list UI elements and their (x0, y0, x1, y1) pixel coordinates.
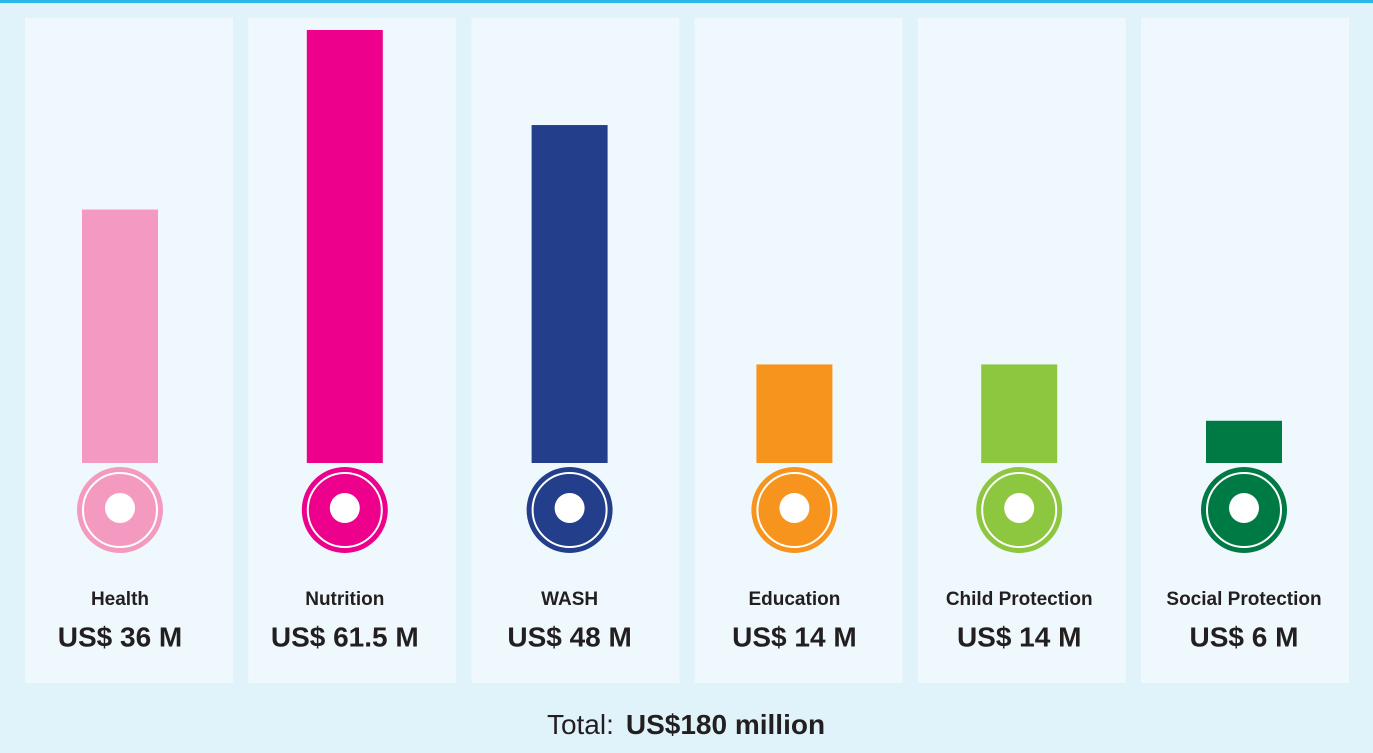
icon-ring (531, 472, 608, 548)
icon-ring (756, 472, 833, 548)
icon-glyph (554, 493, 585, 523)
category-label: Social Protection (1166, 589, 1321, 610)
value-label: US$ 6 M (1190, 621, 1299, 652)
icon-glyph (1004, 493, 1035, 523)
icon-glyph (329, 493, 360, 523)
total: Total: US$180 million (547, 709, 825, 740)
icon-glyph (779, 493, 810, 523)
category-label: Child Protection (946, 589, 1093, 610)
icon-ring (981, 472, 1058, 548)
top-border (0, 0, 1373, 3)
bar (306, 30, 383, 463)
value-label: US$ 48 M (507, 621, 632, 652)
value-label: US$ 36 M (58, 621, 183, 652)
icon-ring (1206, 472, 1282, 548)
value-label: US$ 14 M (957, 621, 1082, 652)
panel (694, 18, 903, 683)
category-label: Health (91, 589, 149, 610)
bar (981, 364, 1058, 463)
bar (531, 125, 608, 464)
bar (82, 209, 158, 463)
panel (1141, 18, 1349, 683)
bar (1206, 420, 1282, 463)
icon-glyph (1229, 493, 1259, 523)
icon-glyph (105, 493, 135, 523)
icon-ring (306, 472, 383, 548)
category-label: Nutrition (305, 589, 384, 610)
icon-ring (82, 472, 158, 548)
total-value: US$180 million (626, 709, 825, 740)
panel (917, 18, 1126, 683)
category-label: WASH (541, 589, 598, 610)
value-label: US$ 14 M (732, 621, 857, 652)
bar (756, 364, 833, 463)
category-label: Education (748, 589, 840, 610)
value-label: US$ 61.5 M (271, 621, 419, 652)
total-label: Total: (547, 709, 614, 740)
